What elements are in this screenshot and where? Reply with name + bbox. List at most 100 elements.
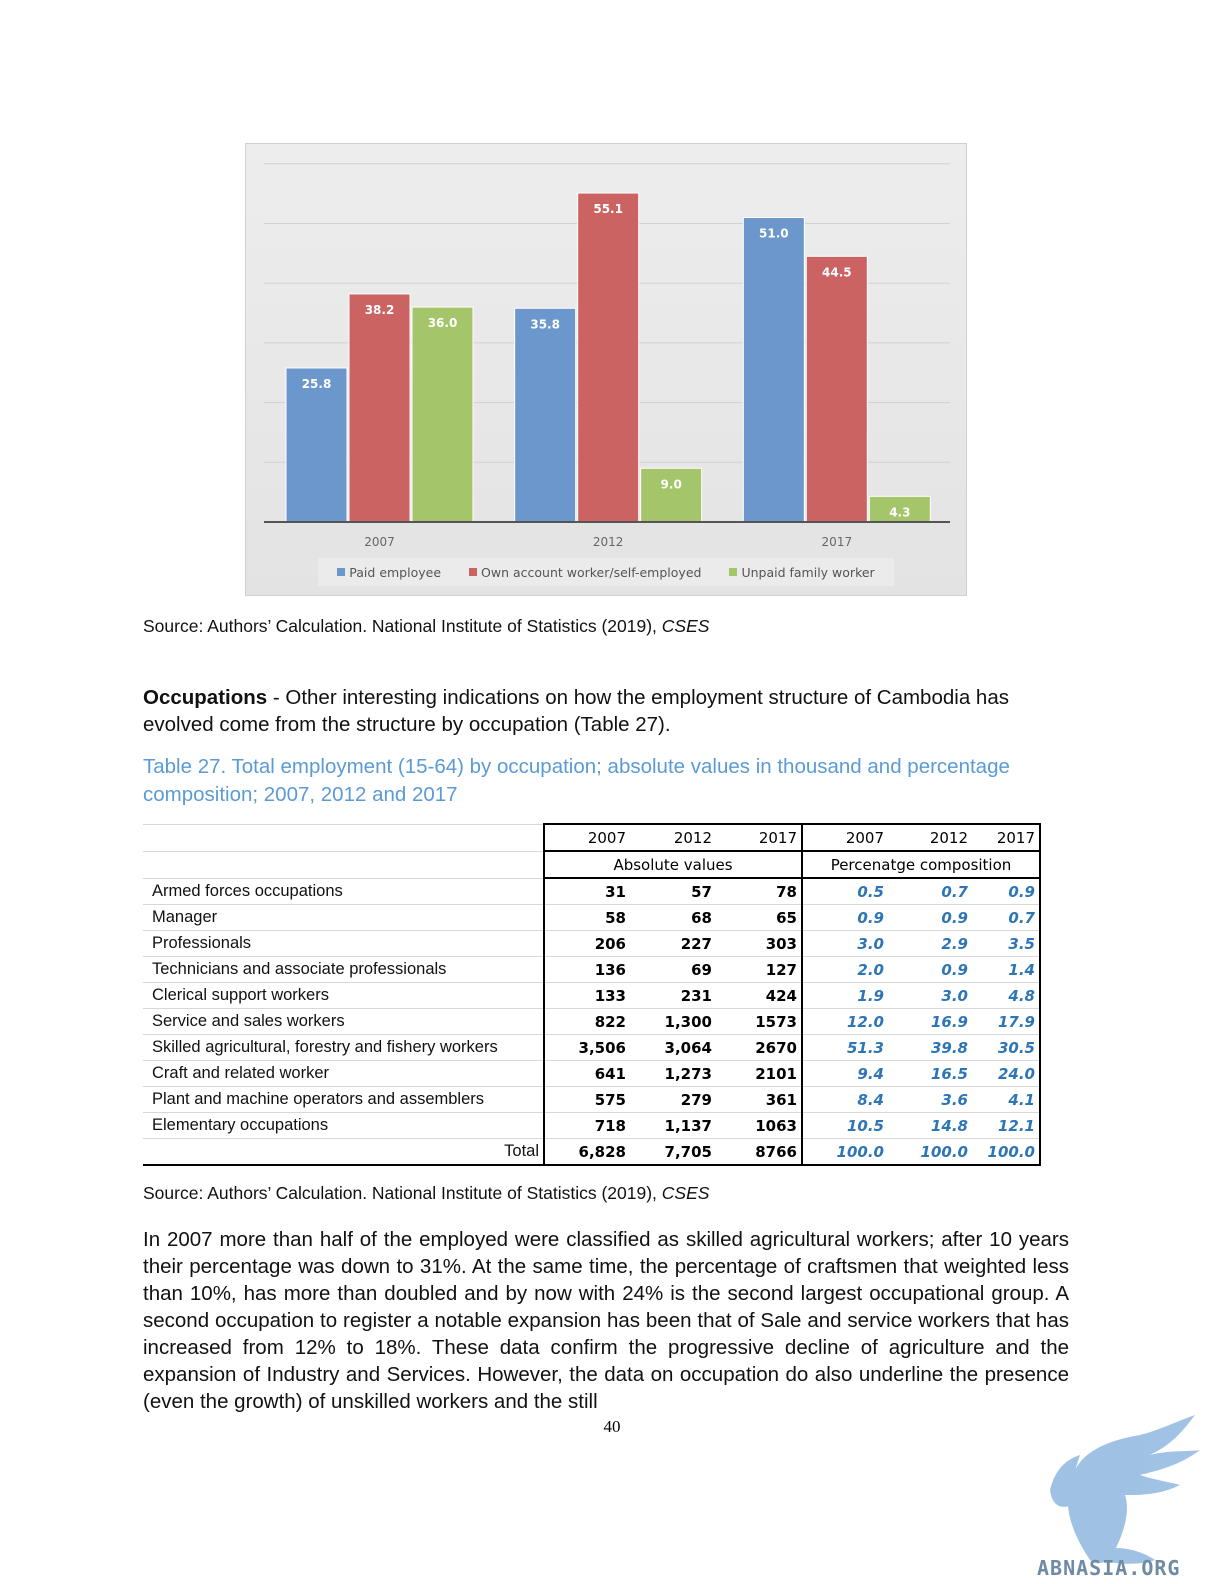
bar [742,217,805,523]
source-italic: CSES [661,1183,710,1203]
percentage-value: 100.0 [802,1138,888,1166]
occupation-table-wrap: 2007 2012 2017 2007 2012 2017 Absolute values P… [143,823,1041,1166]
table-row: Technicians and associate professionals 1… [143,956,1041,983]
percentage-value: 12.1 [972,1112,1041,1139]
percentage-value: 1.9 [802,982,888,1009]
percentage-value: 4.1 [972,1086,1041,1113]
source-text: Source: Authors’ Calculation. National I… [143,1183,662,1203]
chart-source-note: Source: Authors’ Calculation. National I… [143,616,709,637]
absolute-value: 424 [716,982,803,1009]
absolute-value: 133 [544,982,630,1009]
percentage-value: 0.9 [972,878,1041,905]
griffin-logo-icon [1050,1415,1200,1564]
occupation-label: Professionals [143,930,545,957]
occupations-text: - Other interesting indications on how t… [143,686,1009,736]
percentage-value: 3.0 [888,982,972,1009]
percentage-value: 0.5 [802,878,888,905]
bar-value-label: 44.5 [822,265,852,279]
table-row: Plant and machine operators and assemble… [143,1086,1041,1113]
absolute-value: 6,828 [544,1138,630,1166]
table-row: Professionals 206 227 303 3.0 2.9 3.5 [143,930,1041,957]
bar [577,192,640,523]
header-blank [143,851,545,879]
legend-label: Paid employee [349,564,442,580]
absolute-value: 57 [630,878,716,905]
occupation-table: 2007 2012 2017 2007 2012 2017 Absolute values P… [143,823,1041,1166]
absolute-value: 2101 [716,1060,803,1087]
percentage-value: 51.3 [802,1034,888,1061]
percentage-value: 30.5 [972,1034,1041,1061]
percentage-value: 17.9 [972,1008,1041,1035]
absolute-value: 1063 [716,1112,803,1139]
bar-value-label: 38.2 [365,303,395,317]
legend-item: Paid employee [337,565,441,580]
table-row: Armed forces occupations 31 57 78 0.5 0.7 0.9 [143,878,1041,905]
absolute-value: 822 [544,1008,630,1035]
percentage-value: 0.9 [802,904,888,931]
bar-chart-svg: 25.8 38.2 36.0 2007 35.8 55.1 9.0 2012 51.0 44.5 4… [264,163,950,549]
absolute-value: 231 [630,982,716,1009]
percentage-value: 24.0 [972,1060,1041,1087]
absolute-value: 7,705 [630,1138,716,1166]
x-tick-label: 2017 [822,535,853,549]
header-group-percentage: Percenatge composition [802,850,1041,879]
x-tick-label: 2012 [593,535,624,549]
table-row: Clerical support workers 133 231 424 1.9 3.0 4… [143,982,1041,1009]
bar-value-label: 55.1 [593,202,623,216]
percentage-value: 12.0 [802,1008,888,1035]
absolute-value: 136 [544,956,630,983]
table-row: Skilled agricultural, forestry and fishe… [143,1034,1041,1061]
percentage-value: 2.0 [802,956,888,983]
table-row: Manager 58 68 65 0.9 0.9 0.7 [143,904,1041,931]
page-number: 40 [603,1417,621,1436]
table-total-row: Total 6,828 7,705 8766 100.0 100.0 100.0 [143,1138,1041,1166]
table-row: Elementary occupations 718 1,137 1063 10.5 14… [143,1112,1041,1139]
legend-swatch [729,568,738,576]
absolute-value: 575 [544,1086,630,1113]
table-row: Craft and related worker 641 1,273 2101 9.4 1… [143,1060,1041,1087]
percentage-value: 3.5 [972,930,1041,957]
absolute-value: 279 [630,1086,716,1113]
header-year: 2012 [630,823,716,852]
table-source-note: Source: Authors’ Calculation. National I… [143,1183,709,1204]
absolute-value: 641 [544,1060,630,1087]
occupation-label: Armed forces occupations [143,878,545,905]
occupation-label: Service and sales workers [143,1008,545,1035]
absolute-value: 31 [544,878,630,905]
occupation-label: Skilled agricultural, forestry and fishe… [143,1034,545,1061]
percentage-value: 0.7 [972,904,1041,931]
occupation-label: Plant and machine operators and assemble… [143,1086,545,1113]
absolute-value: 2670 [716,1034,803,1061]
absolute-value: 1573 [716,1008,803,1035]
watermark-text: ABNASIA.ORG [1037,1556,1181,1580]
header-groups-row: Absolute values Percenatge composition [143,850,1041,879]
absolute-value: 3,506 [544,1034,630,1061]
percentage-value: 3.6 [888,1086,972,1113]
absolute-value: 227 [630,930,716,957]
bar [348,293,411,523]
legend-label: Own account worker/self-employed [481,564,702,580]
absolute-value: 58 [544,904,630,931]
bar-value-label: 25.8 [302,377,332,391]
percentage-value: 9.4 [802,1060,888,1087]
legend-swatch [337,568,346,576]
occupation-label: Elementary occupations [143,1112,545,1139]
legend-swatch [469,568,478,576]
header-years-row: 2007 2012 2017 2007 2012 2017 [143,823,1041,852]
x-tick-label: 2007 [364,535,395,549]
bar [868,495,931,523]
table-row: Service and sales workers 822 1,300 1573 12.… [143,1008,1041,1035]
source-italic: CSES [661,616,710,636]
source-text: Source: Authors’ Calculation. National I… [143,616,662,636]
absolute-value: 1,273 [630,1060,716,1087]
percentage-value: 10.5 [802,1112,888,1139]
bar [411,306,474,523]
absolute-value: 718 [544,1112,630,1139]
legend-label: Unpaid family worker [741,564,875,580]
percentage-value: 0.7 [888,878,972,905]
bar-value-label: 9.0 [661,477,682,491]
header-group-absolute: Absolute values [544,850,803,879]
percentage-value: 16.9 [888,1008,972,1035]
header-year: 2007 [544,823,630,852]
percentage-value: 39.8 [888,1034,972,1061]
